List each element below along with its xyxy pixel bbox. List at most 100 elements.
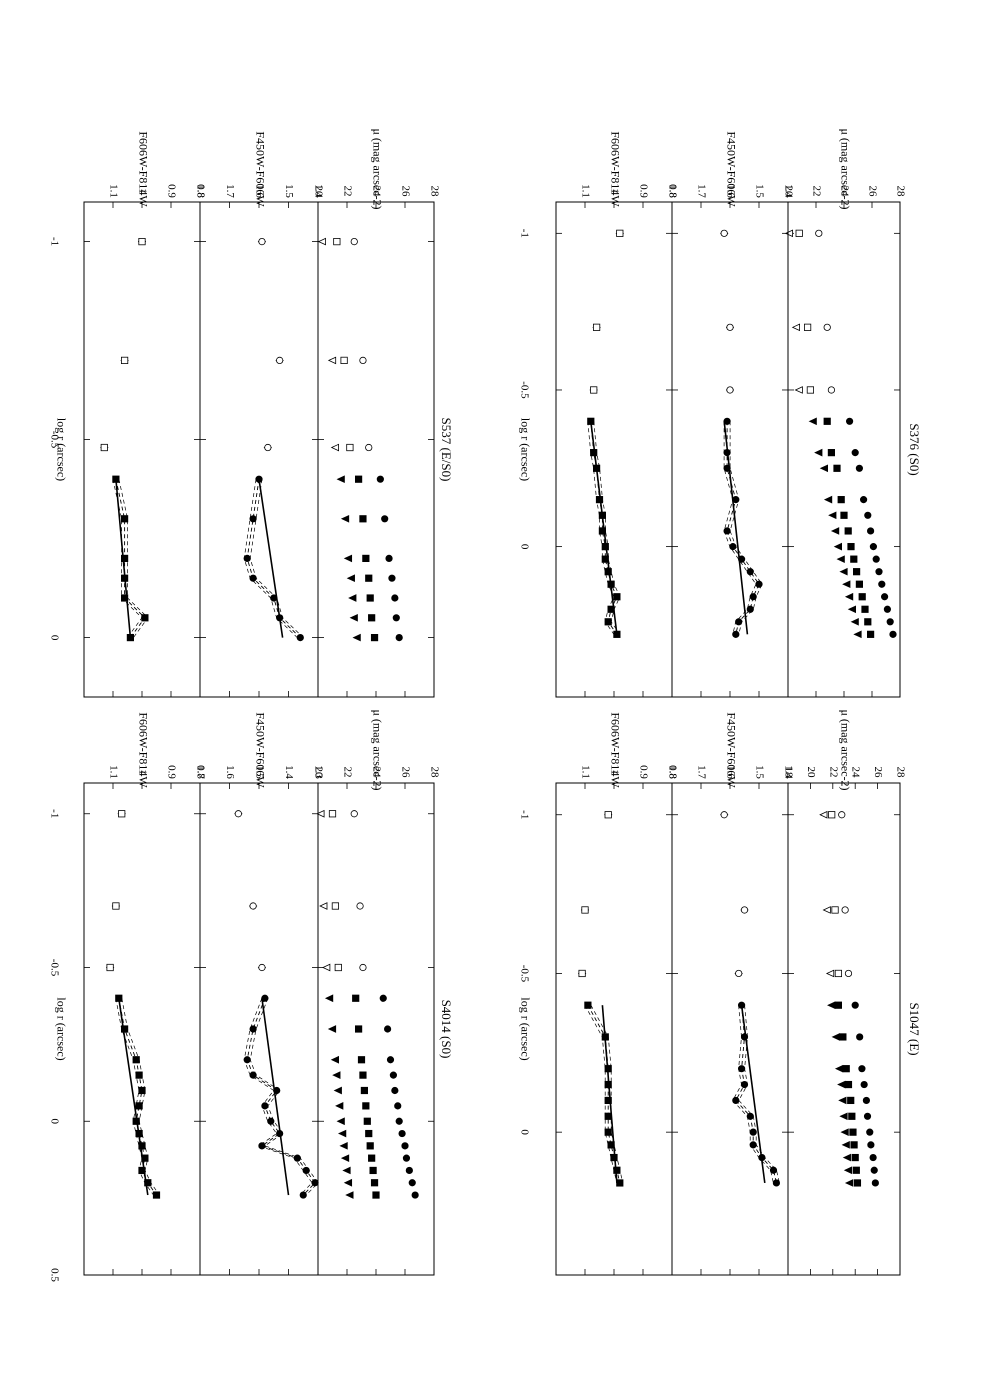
data-point — [723, 449, 731, 457]
data-point — [343, 1178, 353, 1187]
y-tick-label: 20 — [805, 767, 817, 779]
data-point — [791, 323, 800, 332]
y-tick-label: 1.1 — [579, 765, 591, 779]
data-point — [853, 568, 861, 576]
y-tick-label: 26 — [872, 767, 884, 779]
data-point — [391, 594, 399, 602]
data-point — [838, 1096, 847, 1105]
data-point — [872, 555, 880, 563]
data-point — [814, 448, 823, 457]
data-point — [234, 810, 242, 818]
data-point — [267, 1117, 275, 1125]
chart-title: S537 (E/S0) — [439, 418, 454, 482]
data-point — [870, 1166, 878, 1174]
data-point — [827, 386, 836, 394]
data-point — [772, 1179, 781, 1187]
y-axis-label: F606W-F814W — [608, 131, 622, 207]
data-point — [366, 594, 374, 602]
data-point — [350, 810, 358, 818]
data-point — [855, 580, 864, 588]
data-point — [135, 1102, 143, 1110]
data-point — [847, 543, 855, 551]
data-point — [296, 633, 304, 642]
data-point — [249, 574, 257, 582]
data-point — [328, 810, 337, 818]
fit-line — [723, 421, 749, 635]
data-point — [302, 1166, 310, 1175]
data-point — [607, 1141, 615, 1149]
data-point — [354, 1025, 363, 1033]
data-point — [336, 1117, 345, 1126]
data-point — [855, 464, 864, 472]
data-point — [749, 593, 757, 601]
data-point — [723, 527, 731, 535]
data-point — [258, 238, 266, 246]
data-point — [758, 1153, 766, 1162]
data-point — [249, 1025, 257, 1033]
chart-title: S4014 (S0) — [439, 1000, 454, 1059]
data-point — [319, 902, 328, 910]
data-point — [276, 614, 284, 622]
y-tick-label: 28 — [894, 767, 906, 779]
data-point — [340, 514, 350, 523]
y-tick-label: 20 — [312, 186, 324, 198]
y-tick-label: 1 — [608, 769, 620, 775]
data-point — [604, 1096, 612, 1105]
y-tick-label: 1 — [136, 769, 148, 775]
data-point — [861, 605, 869, 613]
y-tick-label: 28 — [428, 186, 440, 198]
data-point — [372, 1191, 380, 1199]
data-point — [366, 1142, 374, 1150]
data-point — [841, 1141, 850, 1149]
data-point — [359, 1071, 367, 1079]
y-axis-label: μ (mag arcsec-2) — [838, 709, 852, 790]
data-point — [794, 386, 803, 394]
y-tick-label: 1.6 — [224, 765, 236, 779]
fit-line — [258, 479, 284, 638]
chart-3: S537 (E/S0) log r (arcsec) -1 -0.5 0 20 22 24 26… — [48, 128, 454, 698]
data-point — [856, 1033, 864, 1041]
y-tick-label: 1 — [136, 188, 148, 194]
y-tick-label: 1.5 — [283, 184, 295, 198]
y-tick-label: 0.8 — [666, 184, 678, 198]
data-point — [152, 1191, 161, 1199]
y-tick-label: 1.4 — [312, 184, 324, 198]
data-point — [610, 1153, 618, 1162]
y-tick-label: 0.8 — [194, 765, 206, 779]
y-tick-label: 20 — [312, 767, 324, 779]
data-point — [844, 969, 853, 978]
data-point — [144, 1179, 152, 1187]
data-point — [578, 969, 586, 978]
data-point — [819, 464, 828, 473]
data-point — [746, 1112, 754, 1120]
data-point — [866, 527, 875, 535]
data-point — [132, 1117, 140, 1125]
data-point — [385, 554, 393, 563]
data-point — [795, 229, 803, 237]
y-tick-label: 1.8 — [194, 184, 206, 198]
data-point — [395, 633, 403, 642]
data-point — [613, 593, 621, 601]
data-point — [261, 994, 269, 1002]
data-point — [118, 810, 126, 818]
data-point — [853, 630, 862, 639]
data-point — [357, 1056, 366, 1064]
data-point — [249, 902, 257, 910]
data-point — [723, 464, 731, 472]
data-point — [746, 605, 754, 613]
y-tick-label: 26 — [399, 767, 411, 779]
data-point — [368, 614, 376, 622]
data-point — [828, 811, 836, 819]
y-tick-label: 1 — [608, 188, 620, 194]
data-point — [132, 1056, 140, 1064]
data-point — [740, 1080, 749, 1089]
x-tick-label: -1 — [48, 809, 60, 818]
data-point — [316, 809, 325, 818]
data-point — [828, 511, 837, 520]
data-point — [243, 554, 251, 563]
data-point — [365, 1129, 373, 1138]
data-point — [354, 475, 363, 483]
x-tick-label: -0.5 — [48, 959, 60, 977]
data-point — [726, 323, 734, 331]
